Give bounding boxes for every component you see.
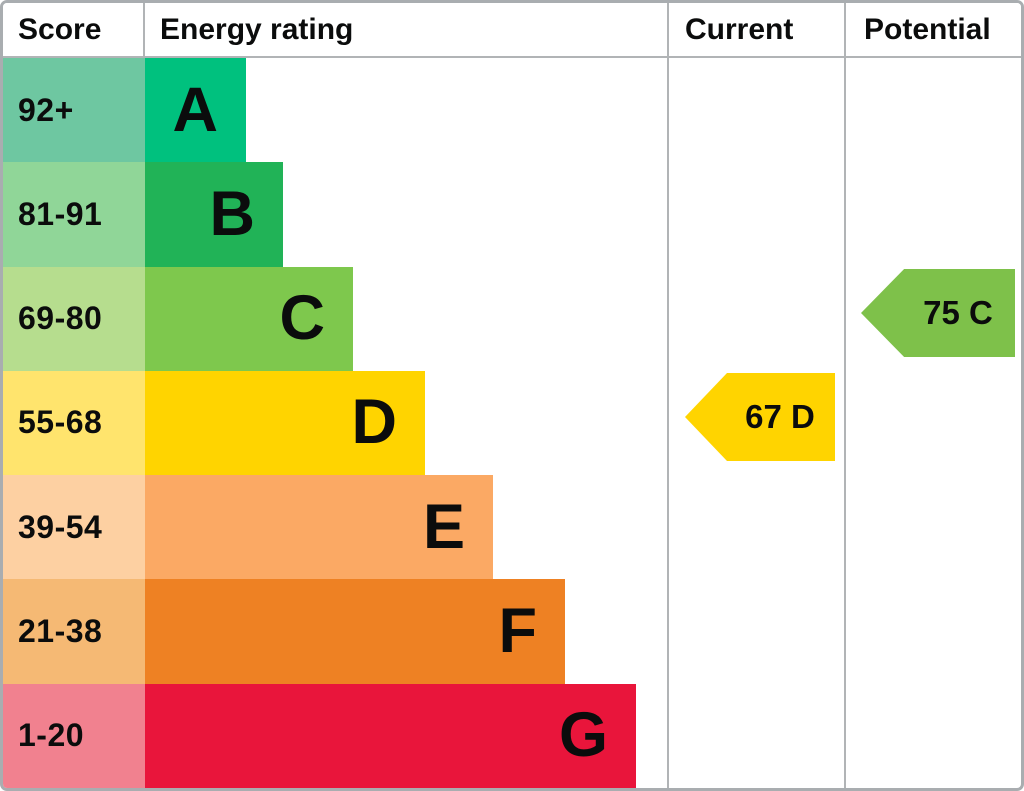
band-bar: C: [145, 266, 353, 371]
band-row-c: 69-80 C: [3, 266, 1021, 371]
header-current: Current: [685, 13, 794, 46]
potential-rating-label: 75 C: [923, 294, 993, 331]
band-row-a: 92+ A: [3, 58, 1021, 163]
band-row-f: 21-38 F: [3, 579, 1021, 684]
band-row-d: 55-68 D: [3, 370, 1021, 476]
score-range-cell: 1-20: [3, 683, 145, 788]
band-bar: E: [145, 475, 493, 580]
score-range-cell: 69-80: [3, 266, 145, 371]
score-range-cell: 21-38: [3, 579, 145, 684]
separator-potential-column: [844, 3, 846, 788]
band-row-b: 81-91 B: [3, 162, 1021, 267]
separator-current-column: [667, 3, 669, 788]
score-range-cell: 92+: [3, 58, 145, 163]
chart-header: Score Energy rating Current Potential: [3, 3, 1021, 58]
score-range-cell: 55-68: [3, 370, 145, 476]
score-range-cell: 81-91: [3, 162, 145, 267]
band-row-g: 1-20 G: [3, 683, 1021, 788]
band-bar: D: [145, 370, 425, 476]
separator-score-column: [143, 3, 145, 58]
header-potential: Potential: [864, 13, 991, 46]
band-bar: F: [145, 579, 565, 684]
score-range-cell: 39-54: [3, 475, 145, 580]
header-energy-rating: Energy rating: [160, 13, 354, 46]
current-rating-label: 67 D: [745, 398, 815, 435]
band-rows: 92+ A 81-91 B 69-80 C 55-68 D 39-54 E 21…: [3, 58, 1021, 788]
band-bar: G: [145, 683, 636, 788]
band-row-e: 39-54 E: [3, 475, 1021, 580]
band-bar: A: [145, 58, 246, 163]
band-bar: B: [145, 162, 283, 267]
header-score: Score: [18, 13, 102, 46]
